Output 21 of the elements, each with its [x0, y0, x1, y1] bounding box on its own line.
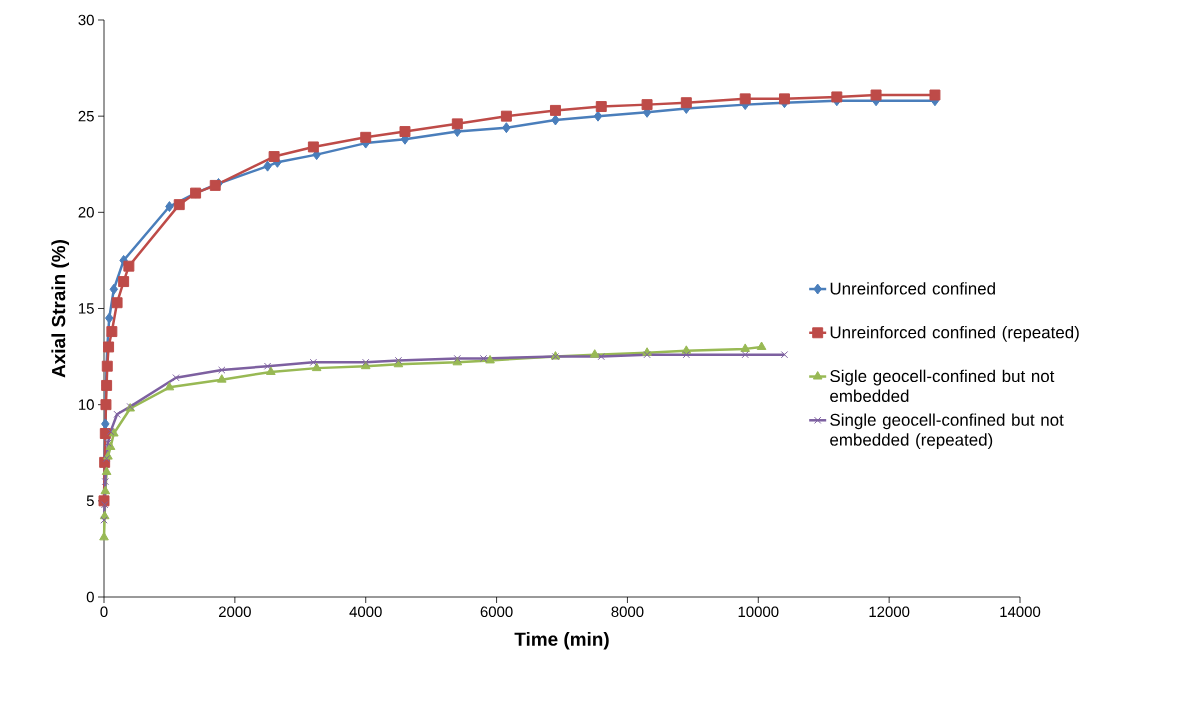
y-tick-label: 5 — [86, 495, 94, 507]
legend-label: Sigle geocell-confined but not embedded — [830, 369, 1055, 403]
x-tick-label: 6000 — [480, 606, 513, 618]
x-tick-label: 14000 — [1000, 606, 1041, 618]
x-tick-label: 12000 — [869, 606, 910, 618]
y-tick-label: 10 — [79, 399, 94, 410]
legend-label: Unreinforced confined (repeated) — [830, 325, 1079, 342]
x-tick-label: 4000 — [349, 606, 382, 618]
y-tick-label: 15 — [79, 303, 94, 314]
y-tick-label: 20 — [78, 207, 94, 218]
x-tick-label: 0 — [100, 606, 108, 618]
x-tick-label: 8000 — [611, 606, 644, 618]
y-axis-title: Axial Strain (%) — [51, 240, 70, 378]
x-tick-label: 2000 — [218, 606, 251, 618]
y-tick-label: 25 — [78, 110, 94, 122]
legend-label: Single geocell-confined but not embedded (repeated) — [830, 413, 1064, 450]
legend-label: Unreinforced confined — [830, 282, 995, 295]
y-tick-label: 30 — [78, 14, 94, 26]
y-tick-label: 0 — [86, 591, 94, 603]
x-axis-title: Time (min) — [514, 631, 609, 650]
x-tick-label: 10000 — [738, 606, 779, 618]
